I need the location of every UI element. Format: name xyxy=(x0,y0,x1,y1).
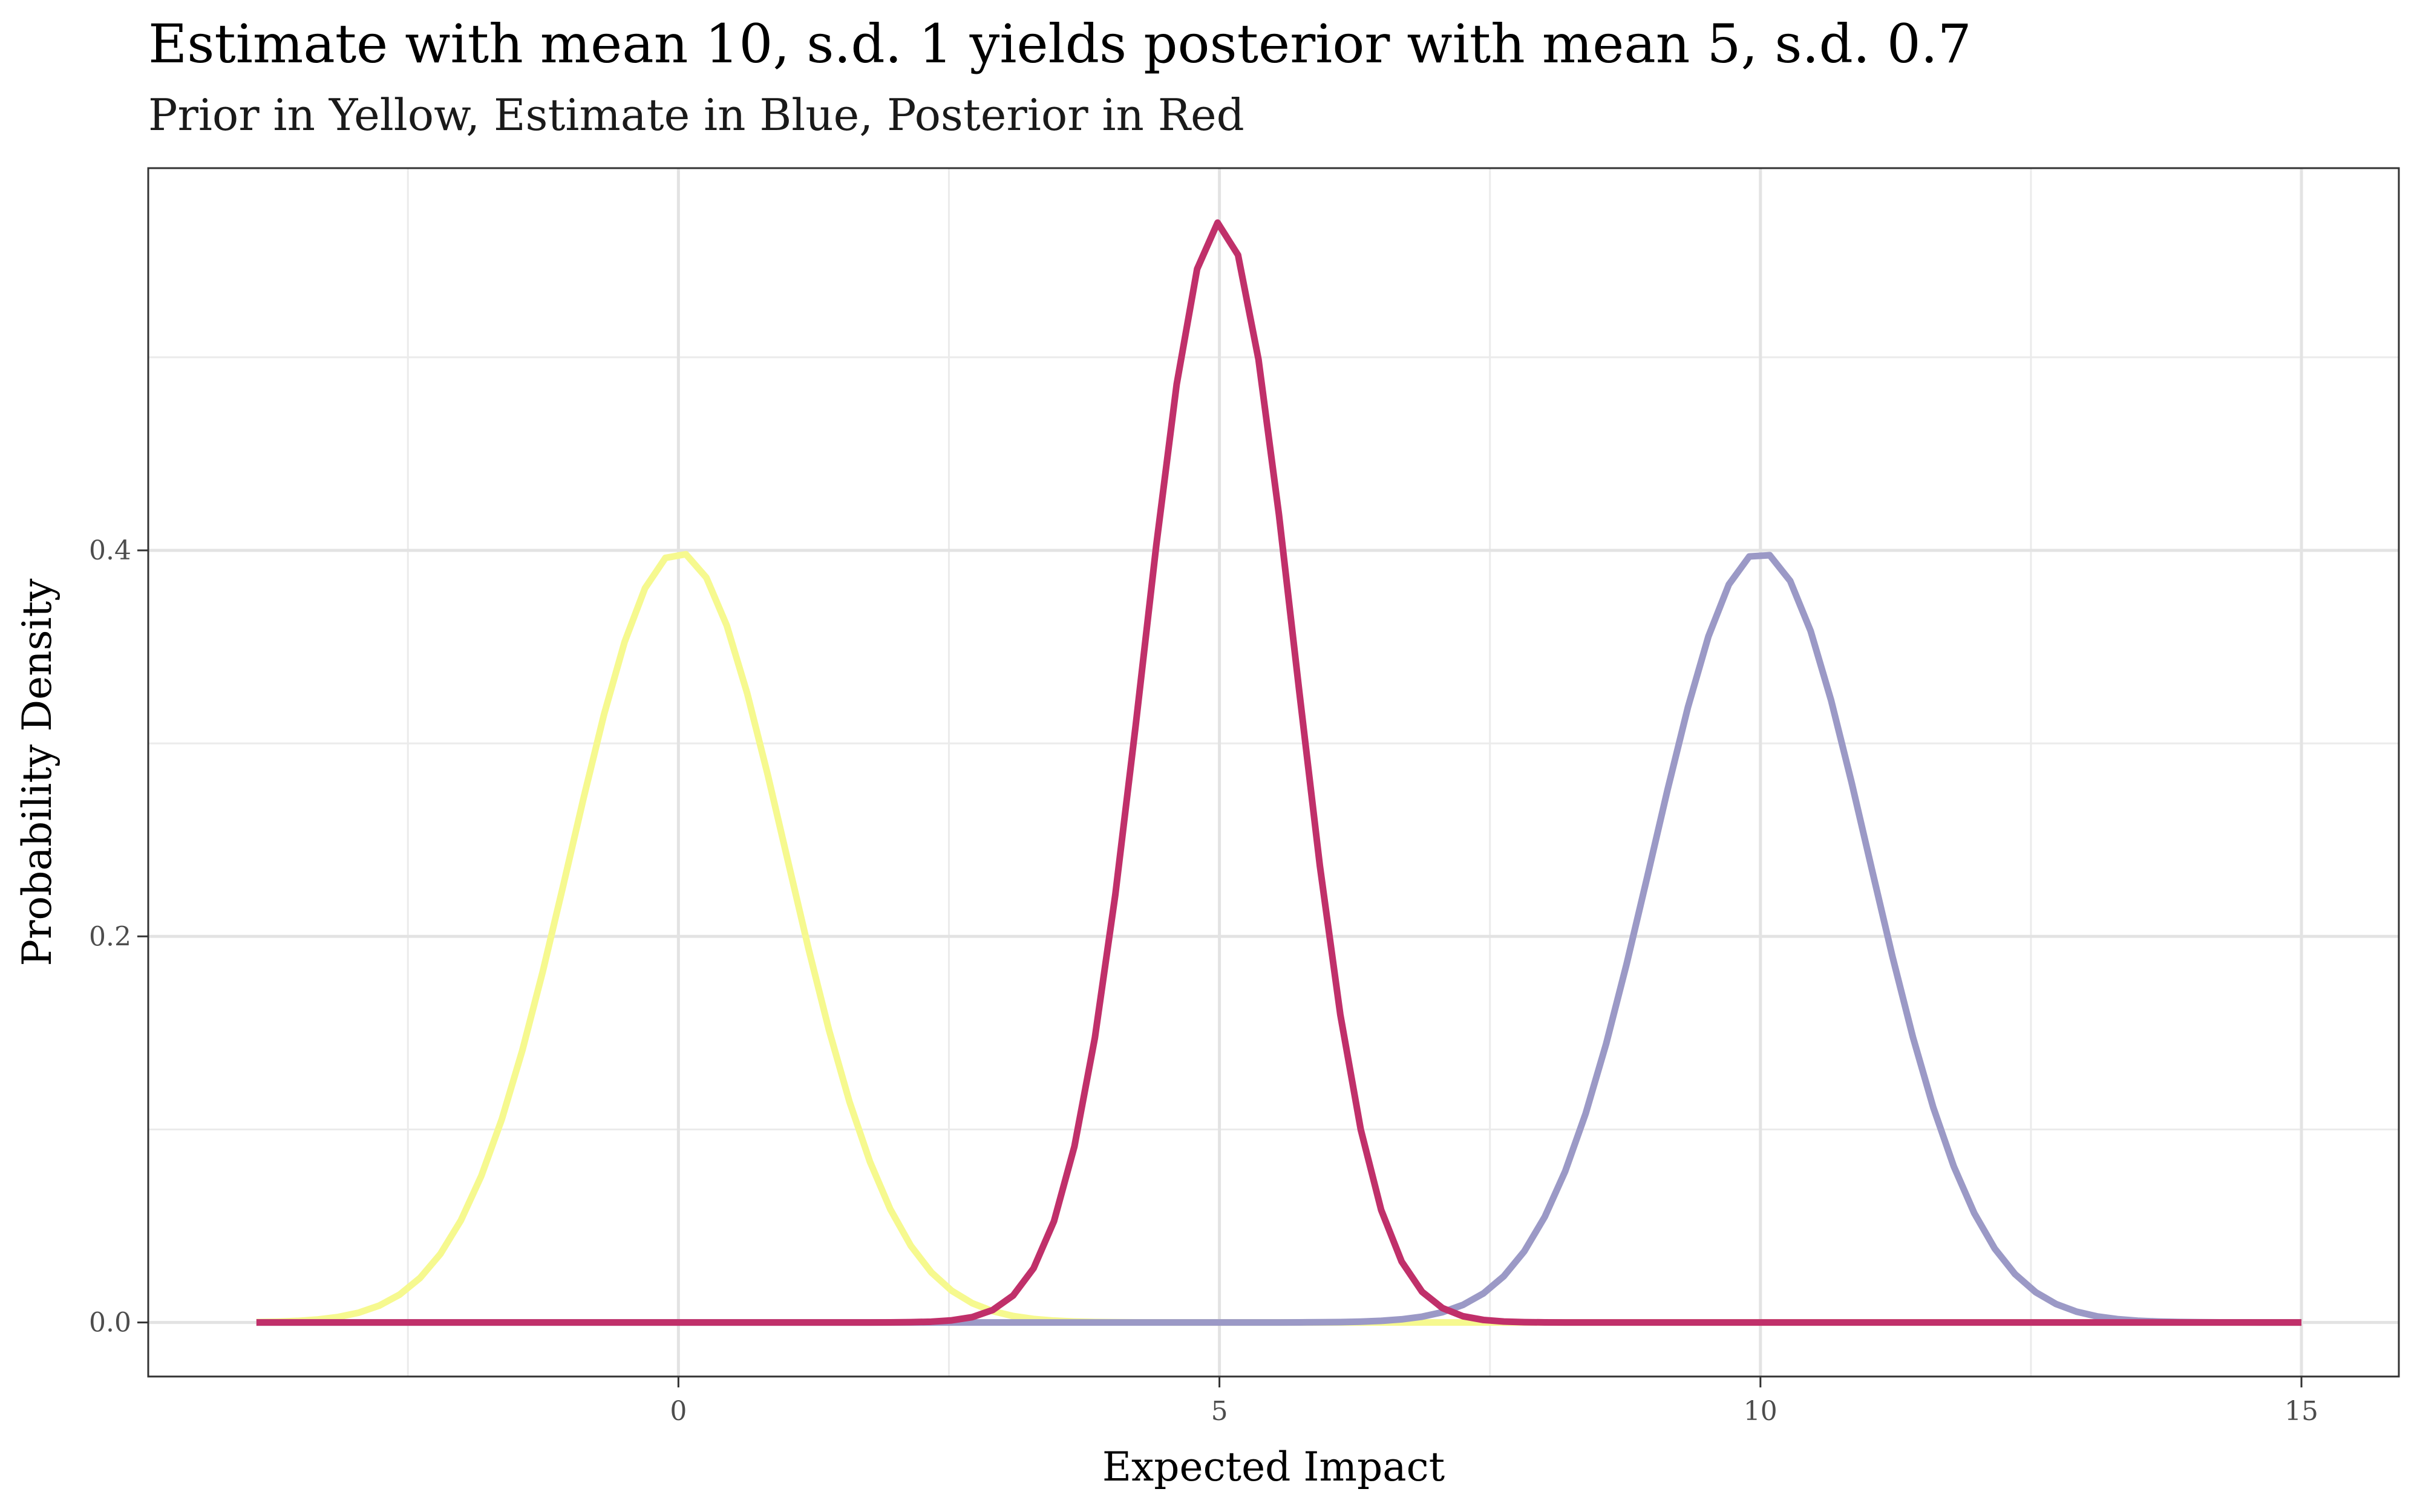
x-axis-title: Expected Impact xyxy=(1102,1444,1445,1490)
series-line-1 xyxy=(256,550,2302,1326)
series-line-3 xyxy=(256,219,2302,1326)
series-line-2 xyxy=(256,552,2302,1326)
y-tick-label: 0.4 xyxy=(89,535,131,566)
x-tick-label: 10 xyxy=(1744,1396,1777,1427)
x-tick-label: 0 xyxy=(670,1396,687,1427)
x-tick-label: 5 xyxy=(1211,1396,1228,1427)
y-tick-label: 0.0 xyxy=(89,1308,131,1338)
y-axis-title: Probability Density xyxy=(14,578,60,966)
axis-ticks: 0 5 10 15 0.0 0.2 0.4 xyxy=(89,535,2318,1427)
chart-subtitle: Prior in Yellow, Estimate in Blue, Poste… xyxy=(148,90,1244,140)
y-tick-label: 0.2 xyxy=(89,921,131,952)
grid-lines xyxy=(148,168,2399,1377)
x-tick-label: 15 xyxy=(2284,1396,2318,1427)
chart-title: Estimate with mean 10, s.d. 1 yields pos… xyxy=(148,13,1972,75)
series-lines xyxy=(256,219,2302,1326)
plot-panel-border xyxy=(147,167,2400,1378)
